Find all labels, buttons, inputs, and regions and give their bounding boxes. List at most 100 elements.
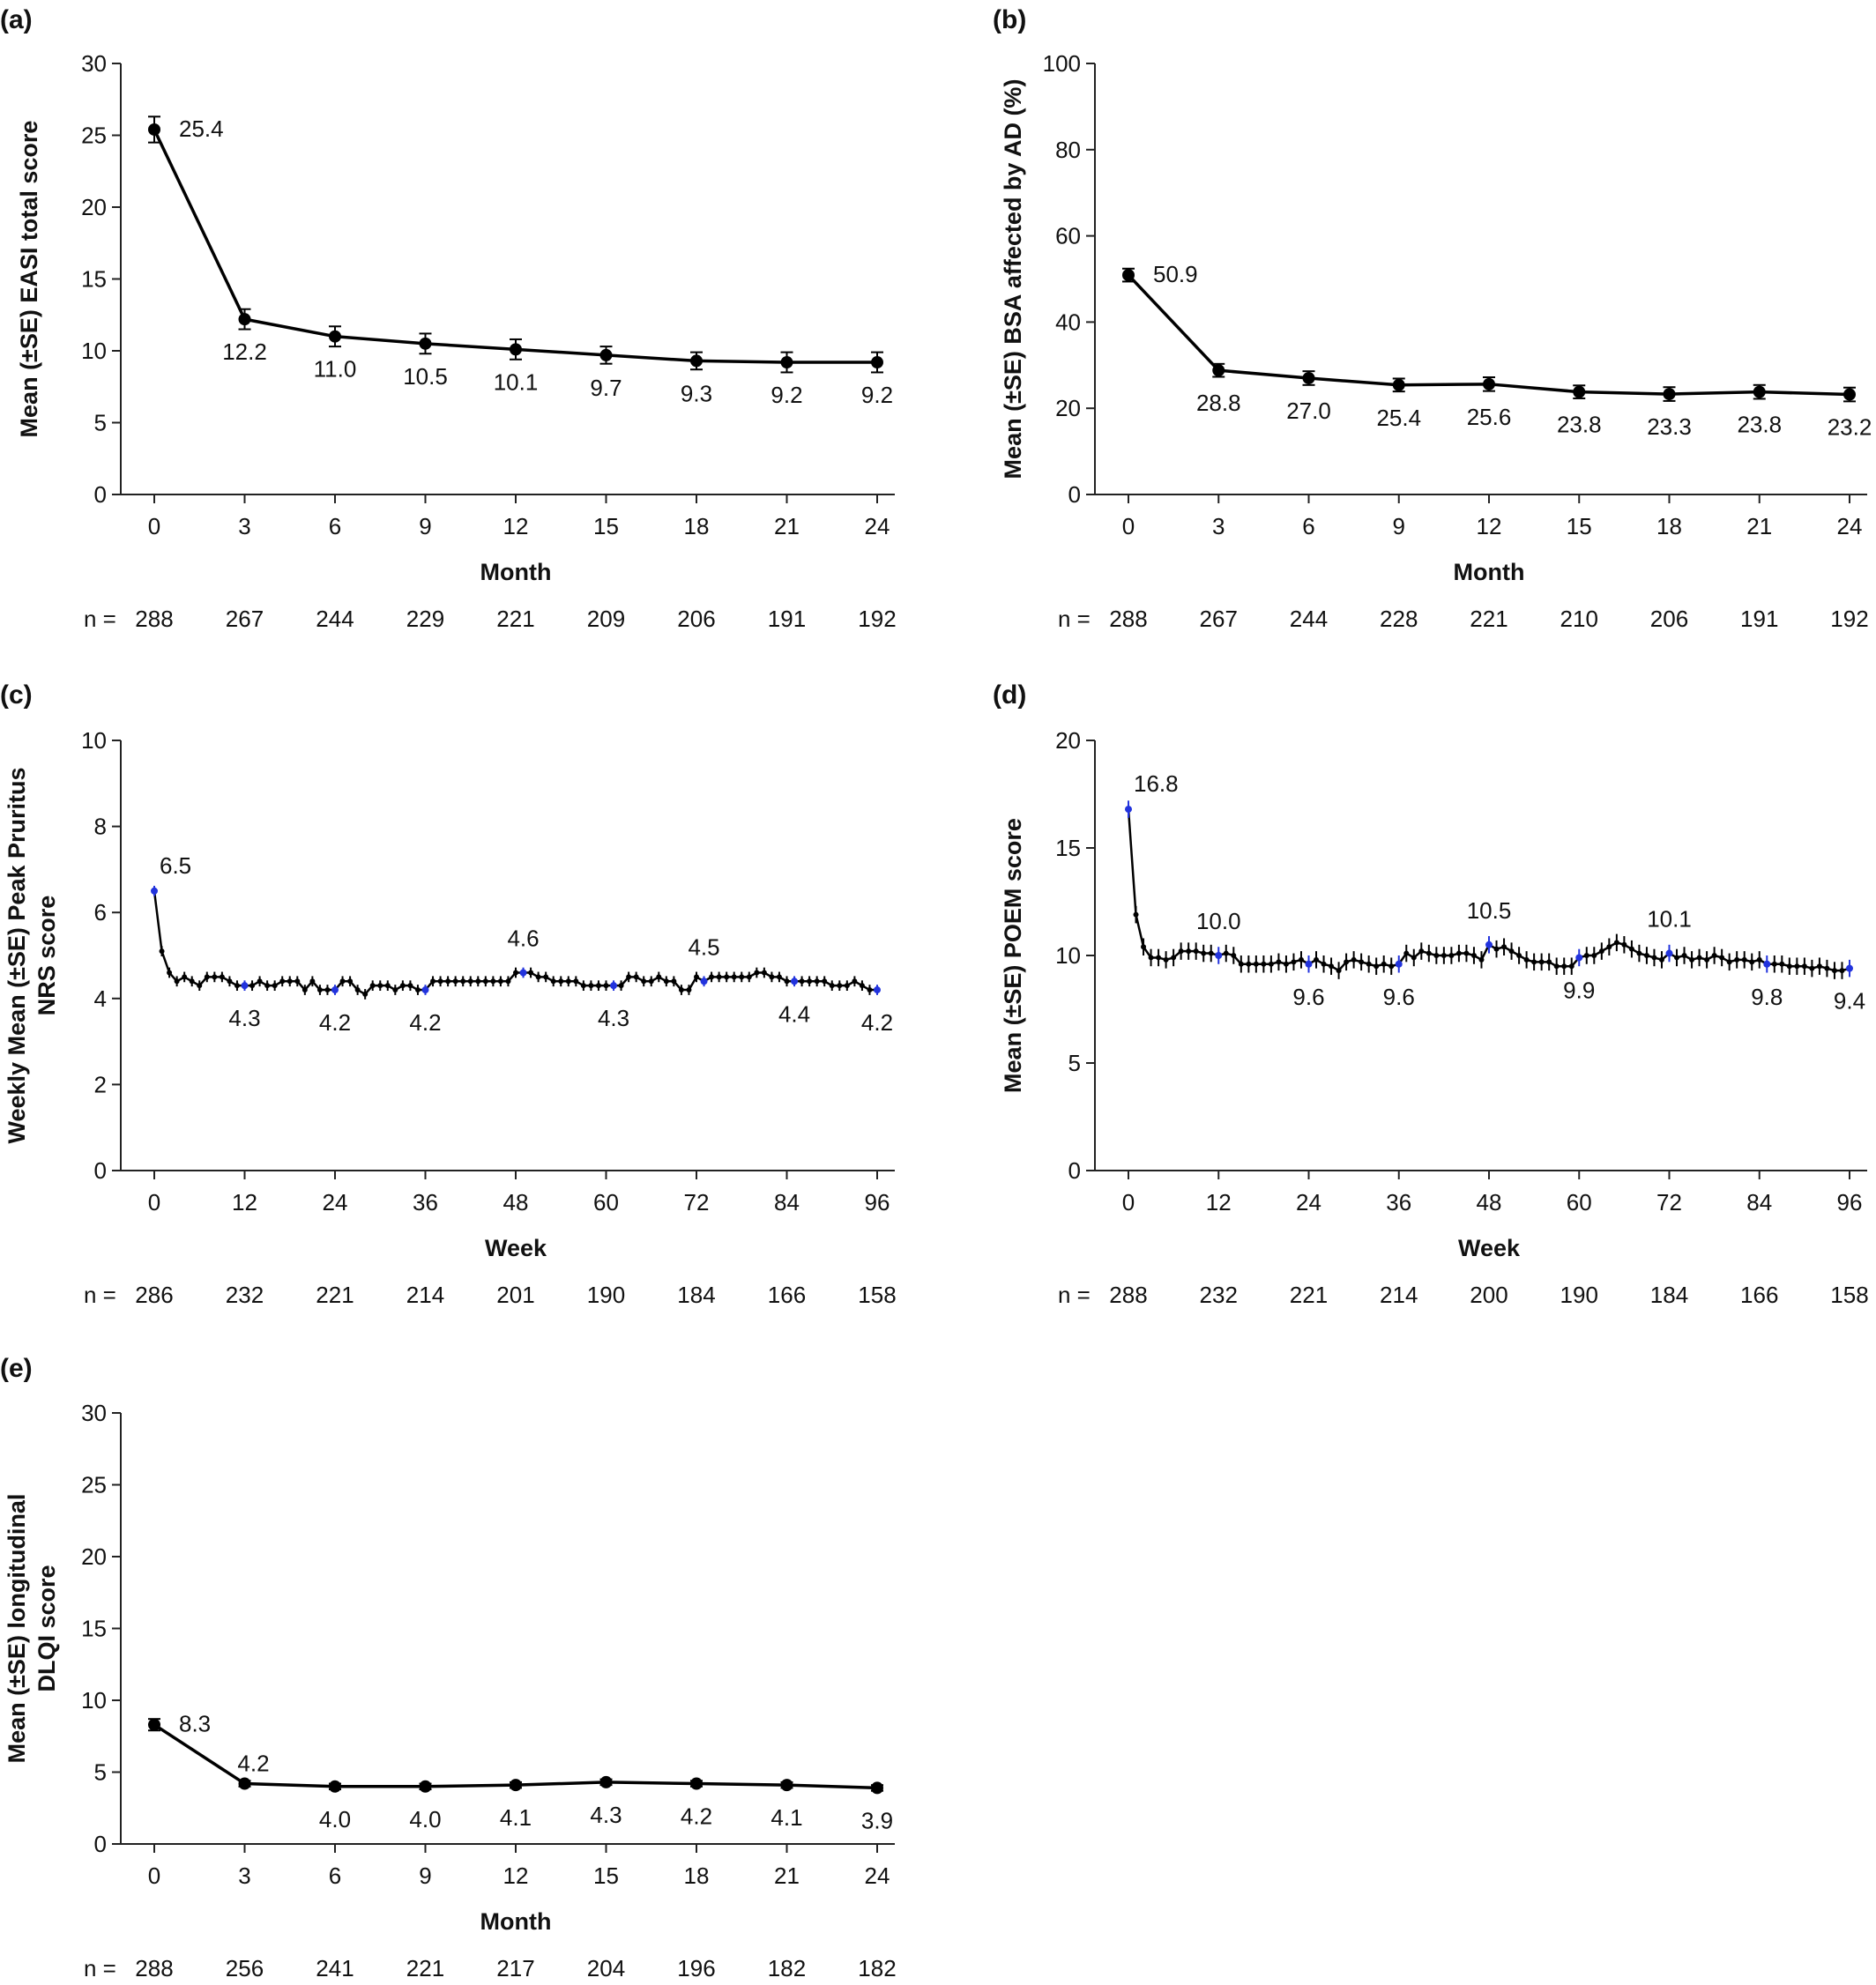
panel-letter: (c) — [0, 680, 33, 710]
data-point — [746, 974, 752, 980]
n-count: 228 — [1380, 606, 1418, 632]
y-tick-label: 10 — [81, 1687, 107, 1714]
data-point — [543, 974, 549, 980]
x-tick-label: 24 — [323, 1189, 348, 1216]
data-point — [467, 978, 473, 985]
data-point — [1231, 953, 1237, 958]
data-label: 9.6 — [1383, 984, 1415, 1010]
y-tick-label: 10 — [1055, 942, 1081, 969]
data-label: 9.6 — [1292, 984, 1324, 1010]
n-count: 206 — [1650, 606, 1688, 632]
data-point — [279, 978, 286, 985]
data-point — [1201, 950, 1207, 956]
data-point — [354, 987, 361, 993]
data-point — [769, 974, 775, 980]
data-label: 4.2 — [681, 1803, 712, 1830]
data-point — [1381, 961, 1387, 967]
data-point — [377, 983, 383, 989]
data-label: 12.2 — [222, 338, 267, 365]
data-point — [724, 974, 730, 980]
data-point — [339, 978, 346, 985]
n-row-prefix: n = — [84, 606, 116, 632]
y-tick-label: 15 — [81, 1616, 107, 1642]
data-point — [294, 978, 301, 985]
data-point — [690, 1777, 703, 1790]
n-count: 288 — [135, 606, 173, 632]
n-count: 267 — [1200, 606, 1238, 632]
data-point — [780, 356, 793, 369]
data-point — [1212, 364, 1225, 377]
n-count: 192 — [858, 606, 896, 632]
data-point — [603, 983, 609, 989]
n-count: 214 — [1380, 1282, 1418, 1308]
data-label: 4.3 — [590, 1802, 622, 1828]
data-point — [392, 987, 398, 993]
x-tick-label: 0 — [148, 1862, 160, 1889]
x-tick-label: 6 — [329, 1862, 341, 1889]
data-point — [1374, 963, 1380, 970]
n-count: 184 — [677, 1282, 715, 1308]
data-point — [182, 974, 188, 980]
x-tick-label: 60 — [1567, 1189, 1592, 1216]
data-point — [599, 1775, 613, 1788]
y-tick-label: 5 — [94, 410, 107, 436]
data-label: 4.0 — [319, 1806, 351, 1833]
data-point — [626, 974, 632, 980]
highlight-point — [151, 887, 158, 895]
panel-a: (a) 0 5 10 15 20 25 30 0 3 6 9 12 15 18 21 24 Month Mean (… — [0, 5, 897, 632]
highlight-point — [1665, 949, 1673, 957]
n-count: 288 — [135, 1955, 173, 1981]
data-point — [686, 987, 692, 993]
y-tick-label: 5 — [1068, 1050, 1081, 1076]
x-tick-label: 9 — [419, 513, 431, 539]
data-point — [1816, 963, 1822, 970]
x-tick-label: 21 — [1746, 513, 1772, 539]
data-point — [709, 974, 715, 980]
data-point — [1344, 959, 1350, 965]
data-point — [739, 974, 745, 980]
data-point — [189, 978, 195, 985]
data-point — [1568, 963, 1574, 970]
data-label: 50.9 — [1153, 261, 1198, 287]
data-point — [1553, 963, 1560, 970]
data-point — [671, 978, 677, 985]
n-count: 221 — [316, 1282, 354, 1308]
data-point — [1253, 961, 1259, 967]
data-point — [1470, 953, 1477, 958]
highlight-point — [1763, 960, 1771, 968]
data-point — [859, 983, 865, 989]
data-label: 10.1 — [494, 368, 539, 395]
y-tick-label: 10 — [81, 727, 107, 754]
data-point — [1448, 953, 1455, 958]
data-point — [475, 978, 481, 985]
data-point — [867, 987, 873, 993]
y-tick-label: 60 — [1055, 223, 1081, 249]
data-point — [407, 983, 413, 989]
n-count: 221 — [1290, 1282, 1328, 1308]
data-point — [852, 978, 858, 985]
x-tick-label: 12 — [503, 513, 529, 539]
data-point — [1779, 961, 1785, 967]
data-label: 25.4 — [1376, 405, 1421, 431]
data-point — [633, 974, 639, 980]
data-point — [1636, 950, 1642, 956]
n-count: 210 — [1560, 606, 1598, 632]
x-tick-label: 18 — [684, 1862, 710, 1889]
n-count: 166 — [1740, 1282, 1778, 1308]
data-point — [1523, 956, 1530, 963]
data-point — [1843, 388, 1856, 401]
n-count: 182 — [768, 1955, 806, 1981]
highlight-point — [874, 986, 881, 994]
data-point — [1246, 961, 1252, 967]
data-label: 9.3 — [681, 380, 712, 406]
n-count: 288 — [1109, 606, 1147, 632]
data-point — [1771, 961, 1777, 967]
x-tick-label: 24 — [1837, 513, 1863, 539]
panel-letter: (b) — [993, 5, 1026, 34]
data-point — [272, 983, 278, 989]
data-point — [1741, 956, 1747, 963]
x-tick-label: 36 — [413, 1189, 438, 1216]
data-point — [309, 978, 316, 985]
data-label: 10.1 — [1647, 906, 1692, 933]
